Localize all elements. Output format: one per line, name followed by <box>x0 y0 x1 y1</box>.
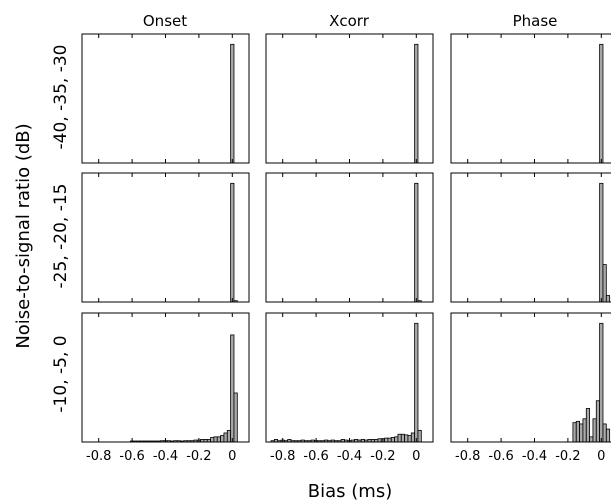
histogram-bar <box>414 43 419 163</box>
histogram-bars <box>599 43 604 163</box>
histogram-bars <box>599 182 611 302</box>
histogram-bar <box>605 428 611 442</box>
histogram-bar <box>589 436 594 442</box>
histogram-bar <box>595 400 601 442</box>
panel-onset-row-2 <box>81 172 250 303</box>
panel-onset-row-3: -0.8 -0.6 -0.4 -0.2 0 <box>81 312 250 464</box>
panel-frame <box>265 312 434 443</box>
histogram-bar <box>585 408 591 442</box>
histogram-bar <box>220 435 225 442</box>
x-tick-label: -0.2 <box>186 449 211 464</box>
column-title-phase: Phase <box>513 12 558 30</box>
x-tick-label: -0.6 <box>488 449 513 464</box>
x-tick-label: 0 <box>597 449 605 464</box>
histogram-bar <box>599 43 604 163</box>
row-label-middle: -25, -20, -15 <box>51 184 71 289</box>
histogram-bars <box>572 322 611 442</box>
histogram-bar <box>230 182 235 302</box>
histogram-bar <box>602 423 607 442</box>
panel-phase-row-1 <box>450 33 611 164</box>
histogram-bar <box>400 433 406 442</box>
histogram-bar <box>407 435 412 442</box>
histogram-bar <box>414 182 419 302</box>
x-tick-label: 0 <box>412 449 420 464</box>
histogram-bars <box>130 334 238 442</box>
x-tick-label: -0.4 <box>522 449 547 464</box>
histogram-bar <box>417 429 422 442</box>
histogram-bars <box>230 43 235 163</box>
histogram-bar <box>223 432 228 442</box>
histogram-bar <box>602 264 607 302</box>
histogram-bar <box>230 43 235 163</box>
x-axis-label: Bias (ms) <box>308 481 392 500</box>
x-tick-label: -0.8 <box>455 449 480 464</box>
x-tick-label: -0.8 <box>270 449 295 464</box>
histogram-bar <box>397 433 402 442</box>
panel-frame <box>265 172 434 303</box>
histogram-bar <box>605 295 611 302</box>
y-axis-label: Noise-to-signal ratio (dB) <box>13 123 34 348</box>
x-tick-label: -0.4 <box>337 449 362 464</box>
histogram-bars <box>414 182 422 302</box>
x-tick-label: -0.6 <box>119 449 144 464</box>
histogram-bar <box>226 429 232 442</box>
histogram-bar <box>213 436 218 442</box>
histogram-bar <box>599 322 604 442</box>
histogram-bar <box>582 418 587 442</box>
histogram-bar <box>572 422 577 442</box>
panel-xcorr-row-1 <box>265 33 434 164</box>
x-tick-label: -0.2 <box>555 449 580 464</box>
column-title-onset: Onset <box>143 12 187 30</box>
histogram-bar <box>387 437 392 442</box>
histogram-bar <box>233 392 238 442</box>
histogram-bars <box>414 43 419 163</box>
x-tick-label: -0.2 <box>370 449 395 464</box>
histogram-bar <box>599 182 604 302</box>
panel-frame <box>81 172 250 303</box>
histogram-bars <box>270 322 422 442</box>
panel-grid: -0.8 -0.6 -0.4 -0.2 0 -0.8 -0.6 -0.4 -0.2 0 -0.8 -0… <box>81 33 611 464</box>
histogram-bar <box>230 334 235 442</box>
panel-frame <box>81 312 250 443</box>
panel-xcorr-row-3: -0.8 -0.6 -0.4 -0.2 0 <box>265 312 434 464</box>
histogram-bar <box>404 434 409 442</box>
panel-phase-row-3: -0.8 -0.6 -0.4 -0.2 0 <box>450 312 611 464</box>
panel-onset-row-1 <box>81 33 250 164</box>
x-tick-label: -0.6 <box>303 449 328 464</box>
histogram-bar <box>216 436 222 442</box>
column-title-xcorr: Xcorr <box>329 12 370 30</box>
x-tick-label: -0.8 <box>86 449 111 464</box>
histogram-bar <box>394 436 399 442</box>
histogram-bar <box>575 420 580 442</box>
histogram-bar <box>384 437 389 442</box>
histogram-bar <box>210 437 215 442</box>
panel-frame <box>265 33 434 164</box>
x-tick-label: 0 <box>228 449 236 464</box>
histogram-bar <box>592 418 597 442</box>
panel-frame <box>81 33 250 164</box>
panel-frame <box>450 172 611 303</box>
panel-frame <box>450 33 611 164</box>
histogram-bars <box>230 182 238 302</box>
row-label-bottom: -10, -5, 0 <box>51 335 71 412</box>
x-tick-label: -0.4 <box>153 449 178 464</box>
panel-xcorr-row-2 <box>265 172 434 303</box>
panel-phase-row-2 <box>450 172 611 303</box>
row-label-top: -40, -35, -30 <box>51 45 71 150</box>
histogram-bar <box>579 423 584 442</box>
histogram-bar <box>390 437 395 442</box>
histogram-bar <box>410 432 416 442</box>
histogram-bar <box>414 322 419 442</box>
